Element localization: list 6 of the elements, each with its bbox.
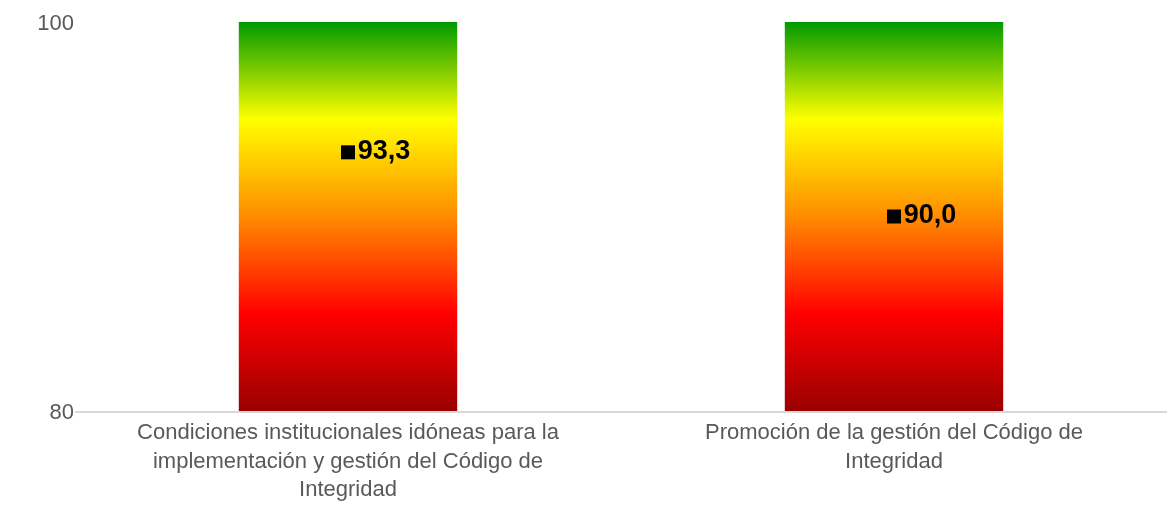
y-tick-label: 100 <box>37 9 74 35</box>
y-tick-label: 80 <box>49 398 74 424</box>
data-label: 90,0 <box>903 199 957 230</box>
x-tick-label: Condiciones institucionales idóneas para la implementación y gestión del Código de Integridad <box>137 419 560 502</box>
data-label: 93,3 <box>357 135 411 166</box>
x-tick-label: Promoción de la gestión del Código de Integridad <box>705 419 1083 473</box>
